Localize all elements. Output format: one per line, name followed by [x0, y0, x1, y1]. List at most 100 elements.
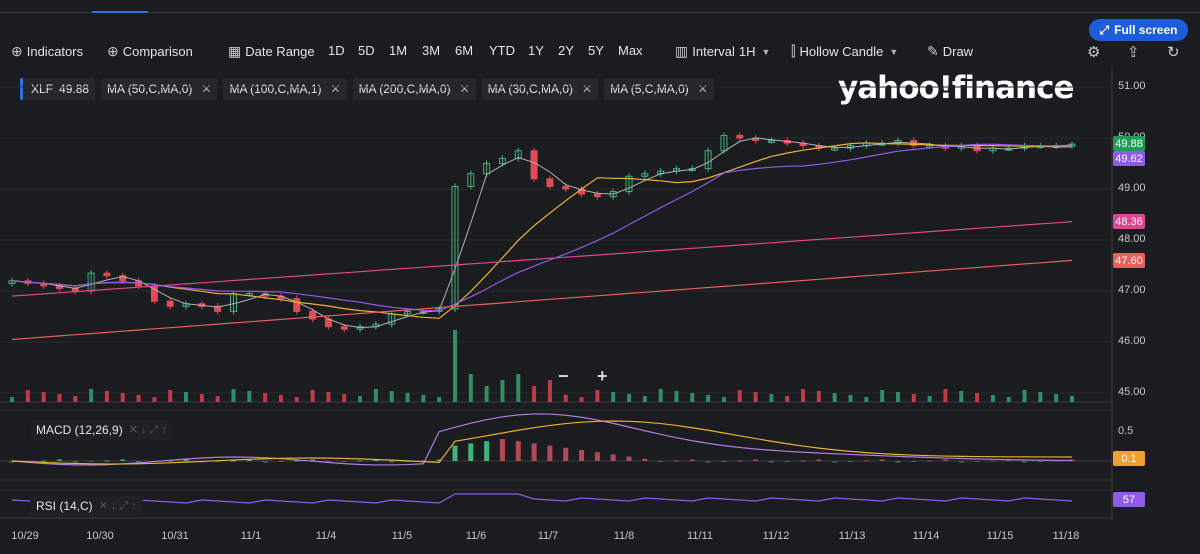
range-6m[interactable]: 6M	[455, 43, 474, 58]
volume-bar	[911, 394, 916, 402]
full-screen-button[interactable]: ⤢ Full screen	[1089, 19, 1188, 41]
ma-chip-50[interactable]: MA (50,C,MA,0) ✕	[101, 78, 218, 100]
candle-body	[625, 175, 633, 193]
candle-body	[119, 275, 127, 282]
macd-histogram-bar	[278, 461, 284, 462]
price-tick-label: 46.00	[1118, 335, 1146, 347]
ma-chip-5[interactable]: MA (5,C,MA,0) ✕	[604, 78, 714, 100]
close-icon[interactable]: ✕	[697, 82, 708, 96]
range-5y[interactable]: 5Y	[588, 43, 604, 58]
close-icon[interactable]: ✕	[201, 82, 212, 96]
volume-bar	[184, 392, 189, 402]
volume-bar	[168, 390, 173, 402]
macd-histogram-bar	[515, 441, 521, 461]
volume-bar	[231, 389, 236, 402]
volume-bar	[547, 380, 552, 402]
close-icon[interactable]: ✕	[582, 82, 593, 96]
settings-gear-icon[interactable]: ⚙	[1087, 44, 1101, 61]
ma-chip-100[interactable]: MA (100,C,MA,1) ✕	[223, 78, 347, 100]
volume-bar	[1054, 394, 1059, 402]
comparison-button[interactable]: ⊕ Comparison	[107, 43, 193, 59]
date-range-button[interactable]: ▦ Date Range	[228, 43, 315, 59]
volume-bar	[215, 396, 220, 402]
macd-histogram-bar	[942, 459, 948, 461]
top-divider	[0, 12, 1200, 13]
volume-bar	[658, 389, 663, 402]
close-icon[interactable]: ✕ ↓ ⤢ ↑	[98, 500, 137, 512]
macd-histogram-bar	[72, 461, 78, 463]
macd-histogram-bar	[911, 461, 917, 462]
close-icon[interactable]: ✕ ↓ ⤢ ↑	[128, 424, 167, 436]
zoom-in-button[interactable]: +	[597, 366, 608, 386]
candle-body	[704, 150, 712, 170]
macd-histogram-bar	[863, 460, 869, 462]
macd-histogram-bar	[689, 459, 695, 461]
volume-bar	[737, 390, 742, 402]
pencil-icon: ✎	[927, 43, 939, 59]
volume-bar	[785, 396, 790, 402]
chevron-down-icon: ▼	[761, 46, 771, 57]
range-2y[interactable]: 2Y	[558, 43, 574, 58]
draw-button[interactable]: ✎ Draw	[927, 43, 974, 59]
macd-histogram-bar	[531, 443, 537, 461]
close-icon[interactable]: ✕	[330, 82, 341, 96]
candle-body	[498, 157, 506, 164]
volume-bar	[263, 393, 268, 402]
macd-pane-label: MACD (12,26,9) ✕ ↓ ⤢ ↑	[30, 420, 173, 440]
price-badge: 0.1	[1113, 451, 1145, 466]
date-tick-label: 11/14	[912, 530, 940, 542]
volume-bar	[816, 391, 821, 402]
volume-bar	[927, 396, 932, 402]
chart-toolbar: ⊕ Indicators ⊕ Comparison ▦ Date Range 1…	[0, 40, 1200, 62]
macd-histogram-bar	[721, 461, 727, 462]
interval-dropdown[interactable]: ▥ Interval 1H ▼	[675, 43, 771, 59]
ma-chip-200[interactable]: MA (200,C,MA,0) ✕	[352, 78, 476, 100]
symbol-chip[interactable]: XLF 49.88	[20, 78, 96, 100]
candle-body	[894, 140, 902, 144]
macd-histogram-bar	[436, 459, 442, 461]
date-tick-label: 11/5	[391, 530, 413, 542]
chart-type-dropdown[interactable]: ⫿ Hollow Candle ▼	[791, 43, 899, 59]
close-icon[interactable]: ✕	[459, 82, 470, 96]
price-badge: 49.88	[1113, 136, 1145, 151]
macd-histogram-bar	[1022, 461, 1028, 463]
bar-chart-icon: ▥	[675, 43, 689, 59]
range-1m[interactable]: 1M	[389, 43, 408, 58]
candle-body	[404, 310, 412, 315]
macd-histogram-bar	[357, 460, 363, 462]
reset-icon[interactable]: ↻	[1167, 44, 1180, 61]
range-ytd[interactable]: YTD	[489, 43, 515, 58]
volume-bar	[310, 390, 315, 402]
volume-bar	[57, 394, 62, 402]
candle-body	[593, 193, 601, 198]
price-badge: 48.36	[1113, 214, 1145, 229]
date-tick-label: 11/12	[762, 530, 790, 542]
volume-bar	[199, 394, 204, 402]
volume-bar	[326, 392, 331, 402]
ma-chip-30[interactable]: MA (30,C,MA,0) ✕	[481, 78, 599, 100]
share-icon[interactable]: ⇪	[1127, 44, 1140, 61]
zoom-out-button[interactable]: −	[558, 366, 569, 386]
candle-body	[483, 163, 491, 175]
volume-bar	[642, 396, 647, 402]
volume-bar	[895, 392, 900, 402]
volume-bar	[832, 393, 837, 402]
price-tick-label: 47.00	[1118, 284, 1146, 296]
range-max[interactable]: Max	[618, 43, 643, 58]
volume-bar	[627, 394, 632, 402]
range-5d[interactable]: 5D	[358, 43, 375, 58]
price-tick-label: 45.00	[1118, 386, 1146, 398]
date-tick-label: 10/31	[161, 530, 189, 542]
range-1d[interactable]: 1D	[328, 43, 345, 58]
volume-bar	[880, 390, 885, 402]
macd-histogram-bar	[610, 454, 616, 461]
indicators-button[interactable]: ⊕ Indicators	[11, 43, 84, 59]
macd-histogram-bar	[594, 452, 600, 461]
volume-bar	[975, 393, 980, 402]
range-1y[interactable]: 1Y	[528, 43, 544, 58]
macd-histogram-bar	[262, 461, 268, 463]
range-3m[interactable]: 3M	[422, 43, 441, 58]
macd-histogram-bar	[167, 460, 173, 462]
date-tick-label: 11/6	[465, 530, 487, 542]
